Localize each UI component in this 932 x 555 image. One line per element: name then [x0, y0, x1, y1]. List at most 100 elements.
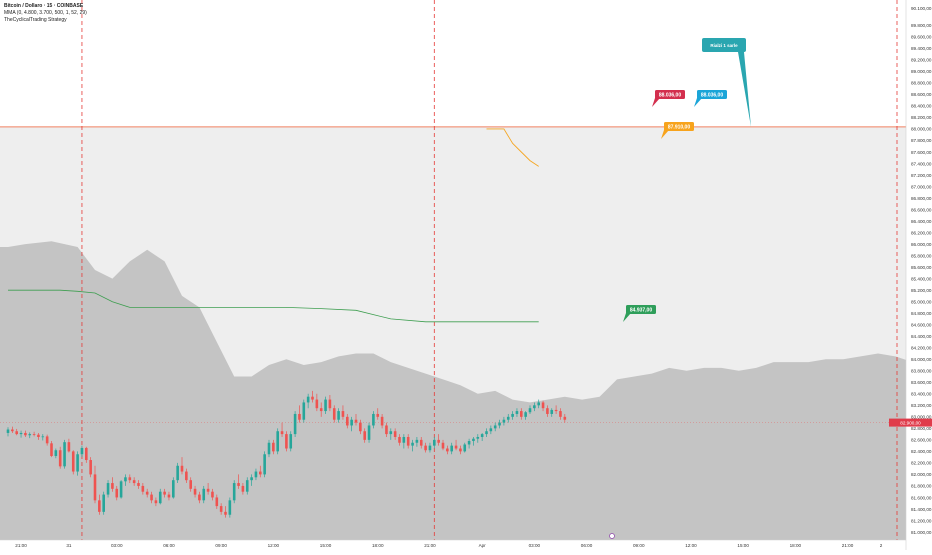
indicator-legend-2[interactable]: TheCyclicalTrading Strategy: [4, 17, 67, 23]
candle-body: [15, 431, 18, 435]
candle: [132, 477, 136, 486]
candle-body: [411, 442, 414, 446]
candle-body: [111, 483, 114, 489]
candle-body: [80, 447, 84, 455]
callout-label: 88.036,00: [659, 93, 681, 99]
candle: [115, 485, 119, 501]
candle-body: [71, 451, 75, 472]
candle-body: [106, 483, 110, 495]
candle-body: [285, 434, 288, 449]
candle-body: [28, 434, 32, 436]
candle: [158, 488, 162, 505]
candle-body: [154, 500, 158, 504]
candle-body: [550, 409, 554, 414]
candle-body: [272, 442, 275, 452]
candle: [24, 430, 27, 437]
x-tick-label: 06:00: [581, 543, 593, 548]
indicator-legend-1[interactable]: MMA (0, 4.800, 3.700, 500, 1, 52, 29): [4, 10, 87, 16]
orange-projection-line: [486, 128, 539, 167]
symbol-title[interactable]: Bitcoin / Dollaro · 15 · COINBASE: [4, 3, 84, 9]
candle: [463, 442, 467, 453]
y-tick-label: 86.200,00: [911, 230, 932, 235]
price-callout: 88.036,00: [694, 90, 727, 107]
x-tick-label: 09:00: [633, 543, 645, 548]
candle-body: [180, 465, 184, 472]
candle-body: [520, 411, 523, 417]
y-tick-label: 89.800,00: [911, 23, 932, 28]
candle-body: [472, 438, 475, 442]
chart-legend: Bitcoin / Dollaro · 15 · COINBASE MMA (0…: [4, 3, 87, 24]
candle-body: [385, 425, 388, 435]
x-tick-label: 21:00: [15, 543, 27, 548]
candle-body: [241, 485, 245, 492]
candle-body: [32, 434, 36, 435]
x-tick-label: 18:00: [790, 543, 802, 548]
y-tick-label: 88.800,00: [911, 81, 932, 86]
candle: [533, 402, 536, 412]
candle: [180, 457, 184, 475]
y-tick-label: 82.200,00: [911, 461, 932, 466]
candle: [489, 425, 493, 435]
candle: [185, 468, 188, 484]
callout-pointer: [694, 98, 702, 107]
x-tick-label: 31: [66, 543, 72, 548]
callout-box: [626, 305, 656, 314]
candle-body: [480, 434, 484, 437]
candle: [393, 428, 397, 440]
candle: [263, 451, 266, 478]
candle-body: [459, 448, 462, 452]
candle: [411, 439, 414, 452]
y-tick-label: 83.800,00: [911, 369, 932, 374]
candle-body: [528, 408, 532, 413]
y-tick-label: 88.400,00: [911, 104, 932, 109]
y-tick-label: 85.800,00: [911, 253, 932, 258]
candle: [406, 434, 410, 449]
candle: [506, 413, 510, 423]
candle: [433, 436, 436, 449]
candle-body: [193, 488, 197, 495]
candle: [554, 405, 558, 414]
candle: [341, 405, 345, 420]
candle-body: [145, 491, 149, 495]
candle-body: [232, 483, 236, 501]
candle: [267, 439, 271, 458]
candle-body: [554, 409, 558, 412]
candle: [524, 411, 527, 420]
candle-body: [93, 474, 97, 501]
candle-body: [546, 408, 549, 414]
candle: [480, 432, 484, 442]
x-tick-label: 21:00: [842, 543, 854, 548]
candle-body: [533, 405, 536, 409]
candle: [398, 434, 401, 446]
y-tick-label: 85.600,00: [911, 265, 932, 270]
x-tick-label: 15:00: [320, 543, 332, 548]
candle: [98, 494, 101, 515]
price-callout: 84.937,00: [623, 305, 656, 322]
candle: [241, 483, 245, 495]
y-tick-label: 87.400,00: [911, 161, 932, 166]
candle: [58, 446, 62, 469]
candle-body: [498, 422, 501, 426]
candle: [428, 442, 432, 453]
candle: [15, 428, 18, 436]
candle: [141, 483, 145, 495]
candle: [293, 411, 297, 437]
candle-body: [367, 425, 371, 440]
candle-body: [115, 488, 119, 498]
candle: [45, 434, 49, 446]
candle-body: [398, 436, 401, 443]
x-tick-label: 03:00: [111, 543, 123, 548]
x-tick-label: 09:00: [215, 543, 227, 548]
candle-body: [428, 445, 432, 451]
candle-body: [337, 411, 340, 420]
candle-body: [393, 431, 397, 437]
candle: [172, 477, 175, 499]
candle: [419, 436, 423, 449]
candle: [219, 503, 223, 515]
candle: [450, 442, 453, 455]
time-axis: [0, 540, 906, 550]
candle: [193, 485, 197, 498]
candle-body: [150, 494, 153, 501]
